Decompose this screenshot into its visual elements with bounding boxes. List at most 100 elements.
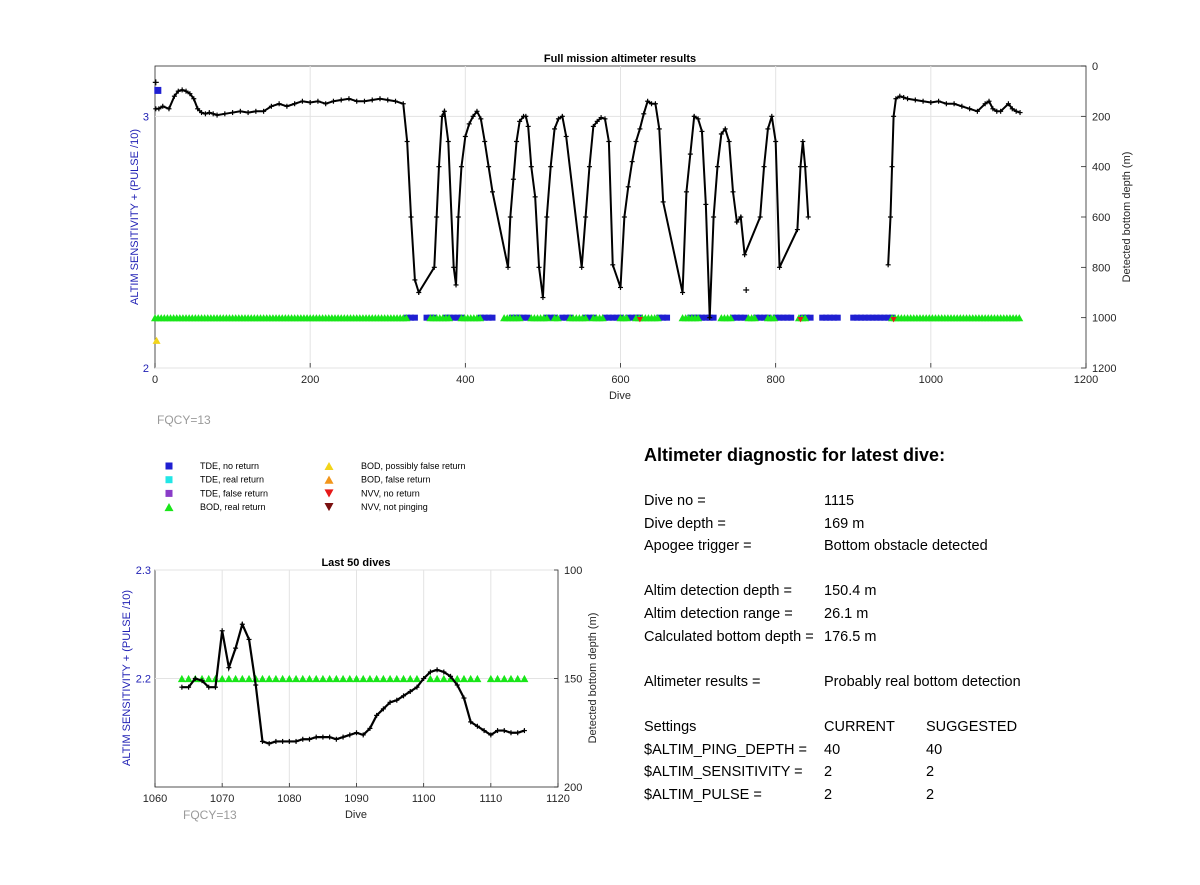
bottom-depth-series xyxy=(179,621,527,747)
bod-real-return-marker xyxy=(770,314,779,322)
depth-point xyxy=(629,159,635,165)
depth-point xyxy=(802,164,808,170)
settings-label: Settings xyxy=(644,718,697,735)
calculated-depth-label: Calculated bottom depth = xyxy=(644,628,814,645)
tde-no-return-marker xyxy=(454,314,461,321)
depth-point xyxy=(777,264,783,270)
depth-point xyxy=(521,728,527,734)
calculated-depth-value: 176.5 m xyxy=(824,628,877,645)
bod-real-return-marker xyxy=(285,674,294,683)
depth-point xyxy=(559,113,565,119)
legend-label: TDE, real return xyxy=(200,475,264,485)
tde-no-return-marker xyxy=(489,314,496,321)
bod-real-return-marker xyxy=(392,674,401,683)
depth-point xyxy=(920,98,926,104)
depth-point xyxy=(586,164,592,170)
bod-real-return-marker xyxy=(184,674,193,683)
depth-point xyxy=(805,214,811,220)
bottom-x-tick-label: 1070 xyxy=(210,793,234,805)
depth-point xyxy=(414,684,420,690)
detection-range-label: Altim detection range = xyxy=(644,605,793,622)
tde-no-return-marker xyxy=(869,314,876,321)
depth-point xyxy=(967,106,973,112)
bod-real-return-marker xyxy=(453,674,462,683)
bottom-right-tick-label: 150 xyxy=(564,674,582,686)
depth-point xyxy=(179,684,185,690)
depth-point xyxy=(887,214,893,220)
depth-point xyxy=(212,684,218,690)
bod-real-return-marker xyxy=(426,674,435,683)
tde-no-return-marker xyxy=(885,314,892,321)
depth-point xyxy=(195,106,201,112)
depth-point xyxy=(800,139,806,144)
depth-point xyxy=(951,101,957,107)
bottom-x-tick-label: 1120 xyxy=(546,793,570,805)
legend-square-marker xyxy=(165,489,173,497)
depth-point xyxy=(645,98,651,104)
bottom-x-tick-label: 1100 xyxy=(412,793,436,805)
apogee-label: Apogee trigger = xyxy=(644,538,752,555)
legend-triangle-marker xyxy=(324,503,334,512)
depth-point xyxy=(453,282,459,288)
depth-point xyxy=(726,139,732,144)
tde-no-return-marker xyxy=(737,314,744,321)
calculated-depth-row: Calculated bottom depth = 176.5 m xyxy=(644,626,1164,649)
tde-no-return-marker xyxy=(609,314,616,321)
tde-no-return-marker xyxy=(563,314,570,321)
pulse-label: $ALTIM_PULSE = xyxy=(644,786,762,803)
depth-point xyxy=(354,98,360,104)
diagnostic-heading: Altimeter diagnostic for latest dive: xyxy=(644,445,946,465)
depth-point xyxy=(641,111,647,117)
depth-point xyxy=(466,121,472,127)
depth-point xyxy=(528,164,534,170)
depth-point xyxy=(481,728,487,734)
top-x-tick-label: 200 xyxy=(301,374,319,386)
legend-label: BOD, real return xyxy=(200,502,266,512)
depth-point xyxy=(210,111,216,117)
depth-point xyxy=(610,262,616,268)
depth-point xyxy=(508,730,514,736)
bottom-fqcy-annotation: FQCY=13 xyxy=(183,808,237,822)
bod-real-return-marker xyxy=(318,674,327,683)
depth-point xyxy=(470,113,476,119)
depth-point xyxy=(936,98,942,104)
bod-real-return-marker xyxy=(177,674,186,683)
depth-point xyxy=(393,98,399,104)
depth-point xyxy=(191,96,197,102)
legend-triangle-marker xyxy=(164,503,174,512)
depth-point xyxy=(441,108,447,114)
bottom-left-tick-label: 2.3 xyxy=(136,565,151,577)
nvv-no-return-marker xyxy=(636,316,643,323)
depth-point xyxy=(761,164,767,170)
bod-real-return-marker xyxy=(515,314,524,322)
depth-point xyxy=(199,678,205,684)
top-right-tick-label: 200 xyxy=(1092,111,1110,123)
pulse-current: 2 xyxy=(824,786,833,803)
tde-no-return-marker xyxy=(450,314,457,321)
bod-real-return-marker xyxy=(750,314,759,322)
tde-no-return-marker xyxy=(830,314,837,321)
depth-point xyxy=(245,110,251,116)
tde-no-return-marker xyxy=(788,314,795,321)
depth-point xyxy=(579,264,585,270)
depth-point xyxy=(695,116,701,122)
depth-point xyxy=(407,689,413,695)
bottom-left-axis-label: ALTIM SENSITIVITY + (PULSE /10) xyxy=(121,590,133,766)
bottom-right-tick-label: 200 xyxy=(564,782,582,794)
bod-real-return-marker xyxy=(386,674,395,683)
depth-point xyxy=(286,738,292,744)
depth-point xyxy=(179,87,185,93)
depth-point xyxy=(656,126,662,132)
depth-point xyxy=(742,252,748,258)
depth-point xyxy=(734,219,740,225)
depth-point xyxy=(536,264,542,270)
depth-point xyxy=(660,199,666,205)
depth-point xyxy=(540,295,546,301)
depth-point xyxy=(292,101,298,107)
depth-point xyxy=(633,139,639,144)
depth-point xyxy=(517,118,523,124)
bod-real-return-marker xyxy=(359,674,368,683)
bod-real-return-marker xyxy=(399,674,408,683)
depth-point xyxy=(901,94,907,100)
depth-point xyxy=(637,126,643,132)
